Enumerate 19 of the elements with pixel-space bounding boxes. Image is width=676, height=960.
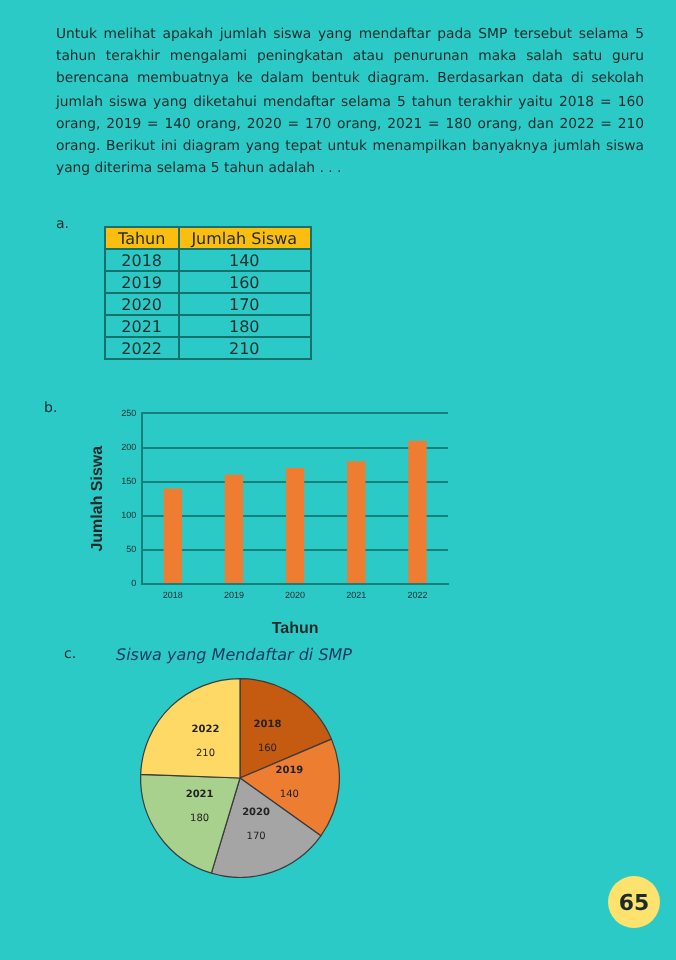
text: 65: [608, 876, 660, 928]
bar: [163, 488, 182, 583]
y-tick-label: 2019: [105, 271, 179, 293]
data-label: 210: [178, 337, 311, 359]
x-axis-title: Tahun: [271, 618, 319, 637]
data-label: 180: [178, 315, 311, 337]
bar: [347, 461, 366, 583]
data-label: 170: [178, 293, 311, 315]
bar: [285, 467, 305, 583]
y-tick-label: 2018: [105, 249, 179, 271]
chart-title: Siswa yang Mendaftar di SMP: [116, 646, 352, 664]
data-label: 160: [178, 271, 311, 293]
y-tick-label: 2020: [105, 293, 179, 315]
bar: [408, 440, 427, 583]
data-label: 140: [178, 249, 311, 271]
y-axis-title: Tahun: [105, 227, 179, 249]
y-tick-label: 2021: [105, 315, 179, 337]
bar: [224, 474, 244, 583]
y-tick-label: 2022: [105, 337, 179, 359]
